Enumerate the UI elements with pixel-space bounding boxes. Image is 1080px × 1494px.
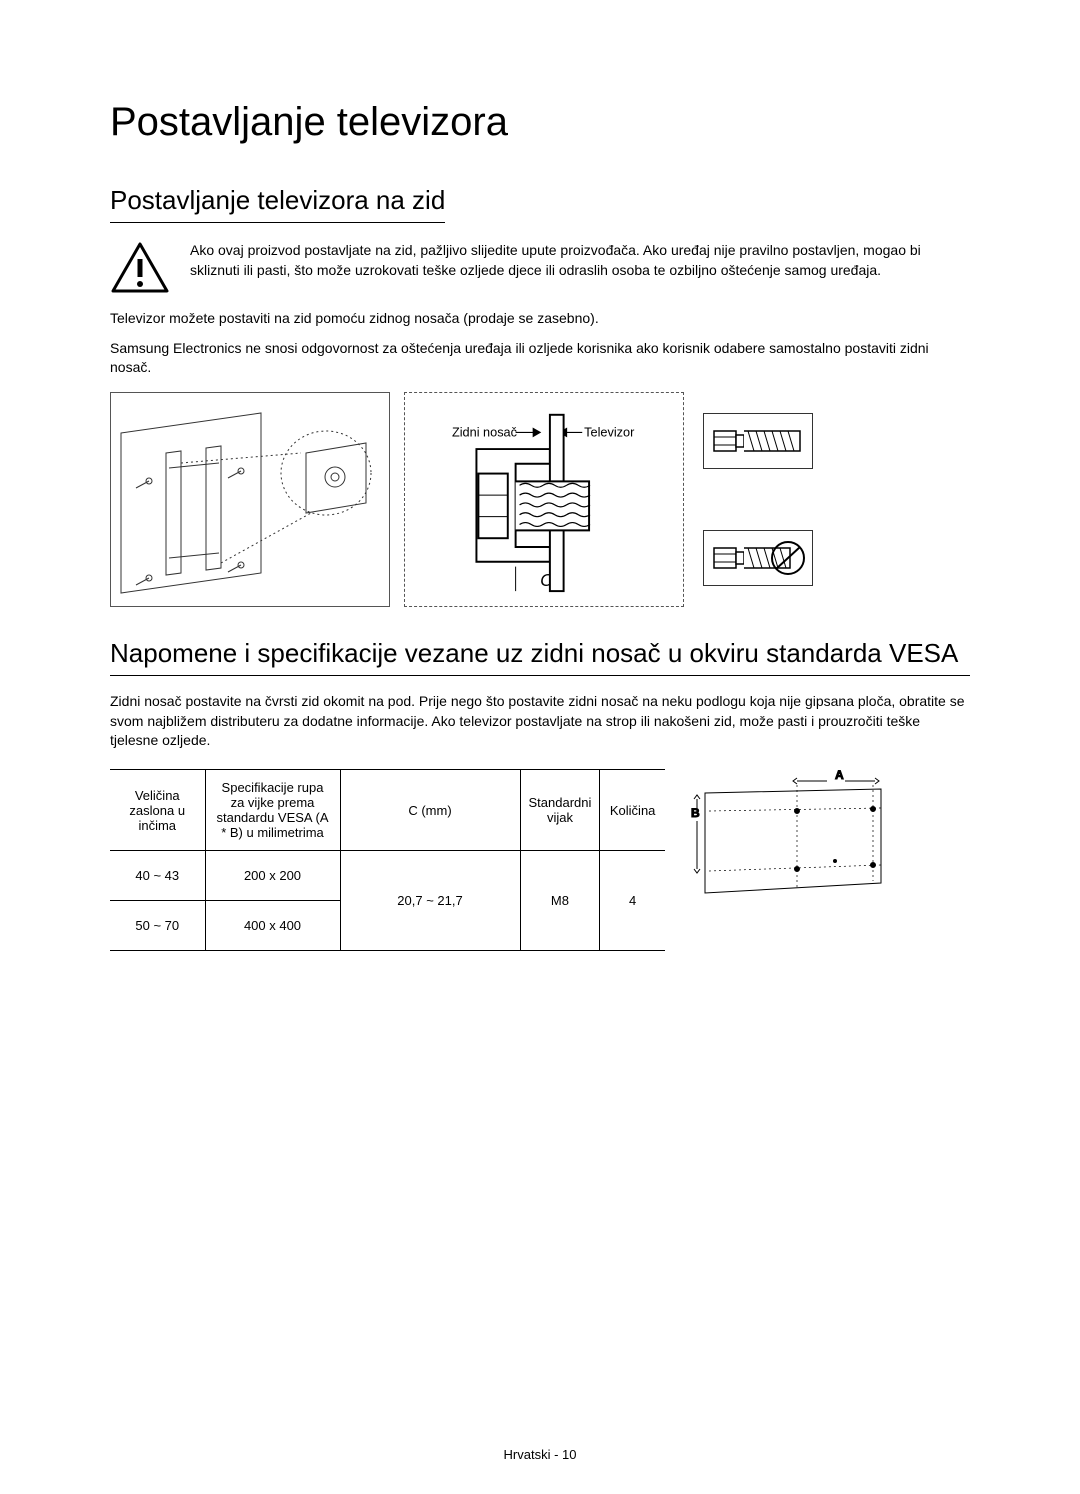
section1-p2: Samsung Electronics ne snosi odgovornost… xyxy=(110,339,970,378)
th-bolt: Standardni vijak xyxy=(520,770,600,851)
diagram-row: Zidni nosač Televizor C xyxy=(110,392,970,607)
section1-heading: Postavljanje televizora na zid xyxy=(110,185,445,223)
section2-heading: Napomene i specifikacije vezane uz zidni… xyxy=(110,637,970,677)
cell-vesa: 400 x 400 xyxy=(205,901,340,951)
vesa-table: Veličina zaslona u inčima Specifikacije … xyxy=(110,769,665,951)
diagram-wallmount xyxy=(110,392,390,607)
diagram-cross-section: Zidni nosač Televizor C xyxy=(404,392,684,607)
bolt-correct-icon xyxy=(703,413,813,469)
svg-text:B: B xyxy=(691,806,700,820)
warning-icon xyxy=(110,241,170,295)
section2-p1: Zidni nosač postavite na čvrsti zid okom… xyxy=(110,692,970,751)
svg-text:A: A xyxy=(835,769,844,782)
table-row: 40 ~ 43 200 x 200 20,7 ~ 21,7 M8 4 xyxy=(110,851,665,901)
warning-text: Ako ovaj proizvod postavljate na zid, pa… xyxy=(190,241,970,280)
th-qty: Količina xyxy=(600,770,665,851)
th-vesa: Specifikacije rupa za vijke prema standa… xyxy=(205,770,340,851)
page-footer: Hrvatski - 10 xyxy=(0,1447,1080,1462)
cell-bolt: M8 xyxy=(520,851,600,951)
warning-block: Ako ovaj proizvod postavljate na zid, pa… xyxy=(110,241,970,295)
cell-qty: 4 xyxy=(600,851,665,951)
cell-c: 20,7 ~ 21,7 xyxy=(340,851,520,951)
th-size: Veličina zaslona u inčima xyxy=(110,770,205,851)
table-header-row: Veličina zaslona u inčima Specifikacije … xyxy=(110,770,665,851)
diagram-bolts xyxy=(698,392,818,607)
label-tv: Televizor xyxy=(584,424,635,439)
cell-size: 40 ~ 43 xyxy=(110,851,205,901)
section1-p1: Televizor možete postaviti na zid pomoću… xyxy=(110,309,970,329)
tv-schematic: A B xyxy=(685,769,885,897)
page-title: Postavljanje televizora xyxy=(110,100,970,145)
cell-size: 50 ~ 70 xyxy=(110,901,205,951)
cell-vesa: 200 x 200 xyxy=(205,851,340,901)
label-mount: Zidni nosač xyxy=(452,424,518,439)
th-c: C (mm) xyxy=(340,770,520,851)
bolt-incorrect-icon xyxy=(703,530,813,586)
